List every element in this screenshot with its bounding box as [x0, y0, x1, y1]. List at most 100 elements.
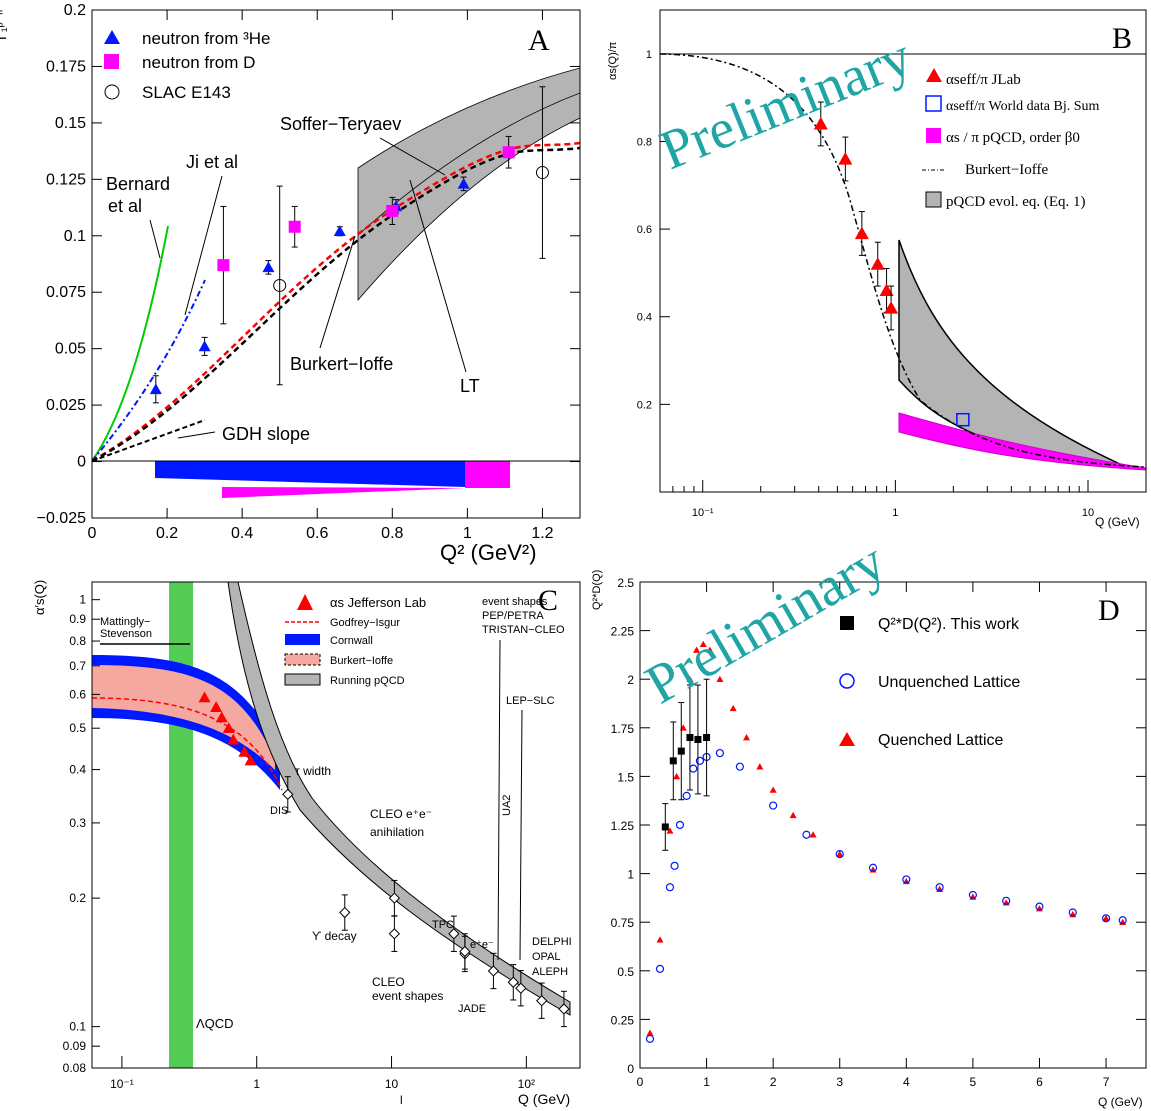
- ytick-label: 2.25: [611, 625, 635, 639]
- data-point-world-c: [536, 995, 548, 1007]
- data-point-he3: [457, 177, 470, 189]
- panel-label-c: C: [538, 584, 558, 617]
- xtick-label: 7: [1103, 1075, 1110, 1089]
- data-point-this-work: [661, 823, 669, 831]
- data-point-deuteron: [217, 259, 230, 272]
- ytick-label: 0.5: [617, 965, 634, 979]
- legend-b-triangle: [926, 68, 942, 82]
- data-point-quenched: [706, 646, 714, 653]
- data-point-quenched: [789, 811, 797, 819]
- legend-a-circle: [104, 84, 120, 100]
- xtick-label: 0.4: [231, 525, 253, 542]
- ytick-label: −0.025: [37, 510, 86, 527]
- legend-b-open-square: [925, 95, 942, 112]
- arrow-lep: [519, 709, 523, 961]
- annotation-event-shapes-2: PEP/PETRA: [482, 610, 544, 622]
- burkert-ioffe-band-c: [92, 665, 275, 770]
- xtick-label: 10: [385, 1077, 399, 1091]
- data-point-unquenched: [802, 830, 811, 839]
- data-point-jlab: [884, 300, 899, 314]
- data-point-unquenched: [682, 791, 691, 800]
- arrow-burkert: [319, 235, 356, 349]
- watermark-d: Preliminary: [636, 530, 896, 716]
- data-point-world-c: [507, 976, 519, 988]
- ytick-label: 1: [79, 593, 86, 607]
- xtick-label: 2: [770, 1075, 777, 1089]
- annotation-ee: e⁺e⁻: [470, 939, 494, 951]
- data-point-unquenched: [715, 748, 724, 758]
- data-point-jlab-c: [244, 754, 257, 766]
- data-point-unquenched: [968, 890, 977, 900]
- panel-d: 0 0.25 0.5 0.75 1 1.25 1.5 1.75 2 2.25 2.5 0 1 2 3 4 5 6 7…: [591, 530, 1147, 1109]
- data-point-world-c: [388, 928, 401, 940]
- data-point-world-c: [448, 928, 460, 940]
- data-point-unquenched: [1101, 914, 1111, 923]
- xlabel-c: Q (GeV): [518, 1091, 570, 1107]
- annotation-jade: JADE: [458, 1003, 486, 1015]
- data-point-jlab: [870, 257, 885, 270]
- data-point-deuteron: [502, 146, 515, 159]
- ylabel-c: α′s(Q): [32, 580, 47, 615]
- data-point-world-c: [515, 982, 527, 994]
- arrow-lt: [409, 179, 467, 373]
- ytick-label: 0.2: [637, 399, 652, 411]
- data-point-jlab-c: [198, 691, 211, 703]
- ytick-label: 1: [646, 49, 652, 61]
- legend-c-label-0: αs Jefferson Lab: [330, 595, 426, 610]
- xtick-label: 5: [970, 1075, 977, 1089]
- data-point-unquenched: [695, 756, 705, 765]
- ji-curve: [92, 279, 206, 462]
- legend-c-label-2: Cornwall: [330, 635, 373, 647]
- data-point-quenched: [769, 786, 777, 793]
- annotation-ua2: UA2: [501, 795, 513, 816]
- data-point-unquenched: [1002, 896, 1011, 905]
- legend-d-label-1: Unquenched Lattice: [878, 674, 1020, 691]
- legend-c-gray: [284, 673, 321, 686]
- panel-label-b: B: [1112, 22, 1132, 55]
- data-point-unquenched: [735, 762, 744, 771]
- legend-c-label-4: Running pQCD: [330, 675, 405, 687]
- xtick-label: 10: [1082, 507, 1094, 519]
- xtick-label: 1: [892, 507, 898, 519]
- gdh-slope: [92, 419, 206, 462]
- data-point-quenched: [716, 675, 724, 682]
- data-point-jlab-c: [215, 711, 228, 723]
- annotation-l: l: [400, 1093, 403, 1107]
- data-point-unquenched: [645, 1034, 655, 1043]
- xlabel-d: Q (GeV): [1098, 1095, 1143, 1109]
- ytick-label: 0.3: [69, 816, 86, 830]
- data-point-jlab-c: [227, 733, 240, 745]
- arrow-event-shapes: [497, 639, 501, 961]
- data-point-deuteron: [288, 220, 301, 233]
- data-point-unquenched: [689, 764, 698, 773]
- data-point-quenched: [836, 850, 844, 857]
- data-point-unquenched: [868, 863, 878, 872]
- annotation-soffer: Soffer−Teryaev: [280, 114, 401, 134]
- arrow-gdh: [177, 431, 216, 439]
- legend-b-label-4: pQCD evol. eq. (Eq. 1): [946, 194, 1086, 210]
- xtick-label: 10⁻¹: [692, 507, 714, 519]
- bernard-curve: [92, 225, 169, 462]
- data-point-this-work: [669, 757, 677, 765]
- legend-d-triangle: [839, 732, 855, 746]
- data-point-world-c: [459, 945, 471, 958]
- ytick-label: 0.5: [69, 721, 86, 735]
- xtick-label: 3: [836, 1075, 843, 1089]
- ytick-label: 0.125: [46, 171, 86, 188]
- data-point-quenched: [673, 772, 681, 780]
- legend-d: Q²*D(Q²). This work Unquenched Lattice Q…: [839, 616, 1020, 749]
- annotation-burkert: Burkert−Ioffe: [290, 354, 393, 374]
- ytick-label: 0.7: [69, 659, 86, 673]
- data-point-this-work: [677, 747, 685, 755]
- annotation-cleo-es-2: event shapes: [372, 989, 443, 1003]
- legend-b-band: [926, 128, 941, 143]
- legend-c-label-3: Burkert−Ioffe: [330, 655, 393, 667]
- ytick-label: 0.6: [637, 224, 652, 236]
- legend-b-label-2: αs / π pQCD, order β0: [946, 130, 1080, 146]
- legend-c-blue: [285, 634, 320, 645]
- legend-b-gray: [925, 191, 942, 208]
- data-point-world-c: [339, 906, 351, 919]
- soffer-teryaev-band: [357, 67, 580, 302]
- xlabel-b: Q (GeV): [1095, 515, 1140, 529]
- legend-d-label-2: Quenched Lattice: [878, 732, 1004, 749]
